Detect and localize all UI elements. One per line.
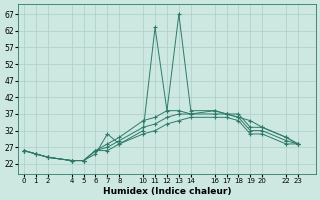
X-axis label: Humidex (Indice chaleur): Humidex (Indice chaleur) [103,187,231,196]
